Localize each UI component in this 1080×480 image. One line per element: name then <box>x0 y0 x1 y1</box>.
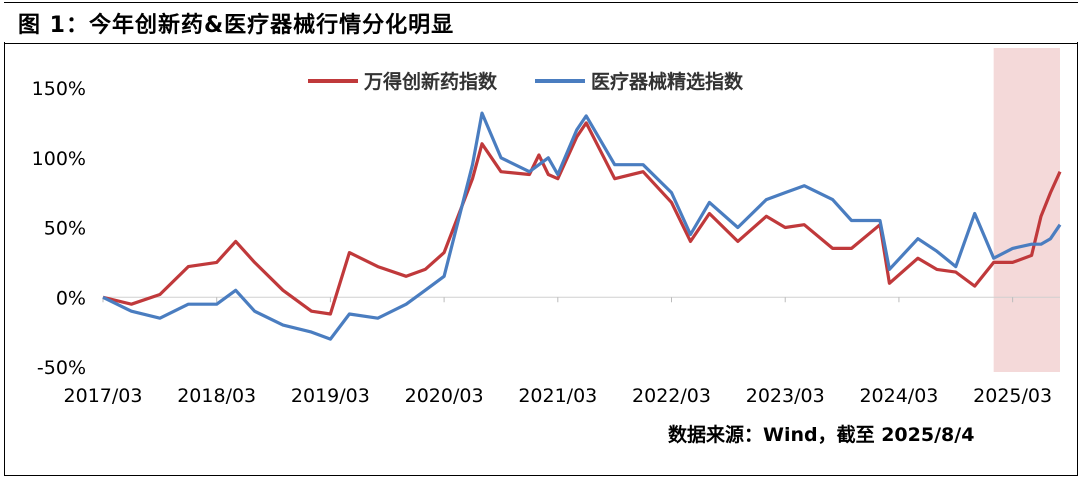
figure-title: 图 1：今年创新药&医疗器械行情分化明显 <box>18 13 455 38</box>
series-line-2 <box>102 111 1062 341</box>
frame-bottom-border <box>4 475 1078 476</box>
legend-label-1: 万得创新药指数 <box>363 70 498 93</box>
data-source-note: 数据来源：Wind，截至 2025/8/4 <box>668 424 975 446</box>
highlight-region <box>993 48 1060 372</box>
x-tick-label: 2025/03 <box>973 385 1052 407</box>
legend-label-2: 医疗器械精选指数 <box>591 70 744 93</box>
y-tick-label: 0% <box>56 287 86 309</box>
y-tick-label: 150% <box>32 78 86 100</box>
y-tick-label: 50% <box>44 218 86 240</box>
x-tick-label: 2019/03 <box>291 385 370 407</box>
frame-left-border <box>4 42 5 476</box>
x-tick-label: 2024/03 <box>859 385 938 407</box>
figure-title-bar: 图 1：今年创新药&医疗器械行情分化明显 <box>4 2 1078 44</box>
x-tick-label: 2023/03 <box>746 385 825 407</box>
y-tick-label: -50% <box>37 357 86 379</box>
x-tick-label: 2021/03 <box>518 385 597 407</box>
y-tick-label: 100% <box>32 148 86 170</box>
x-tick-label: 2018/03 <box>177 385 256 407</box>
series-line-1 <box>102 121 1062 316</box>
frame-right-border <box>1077 42 1078 476</box>
x-tick-label: 2022/03 <box>632 385 711 407</box>
x-tick-label: 2020/03 <box>405 385 484 407</box>
x-tick-label: 2017/03 <box>64 385 143 407</box>
